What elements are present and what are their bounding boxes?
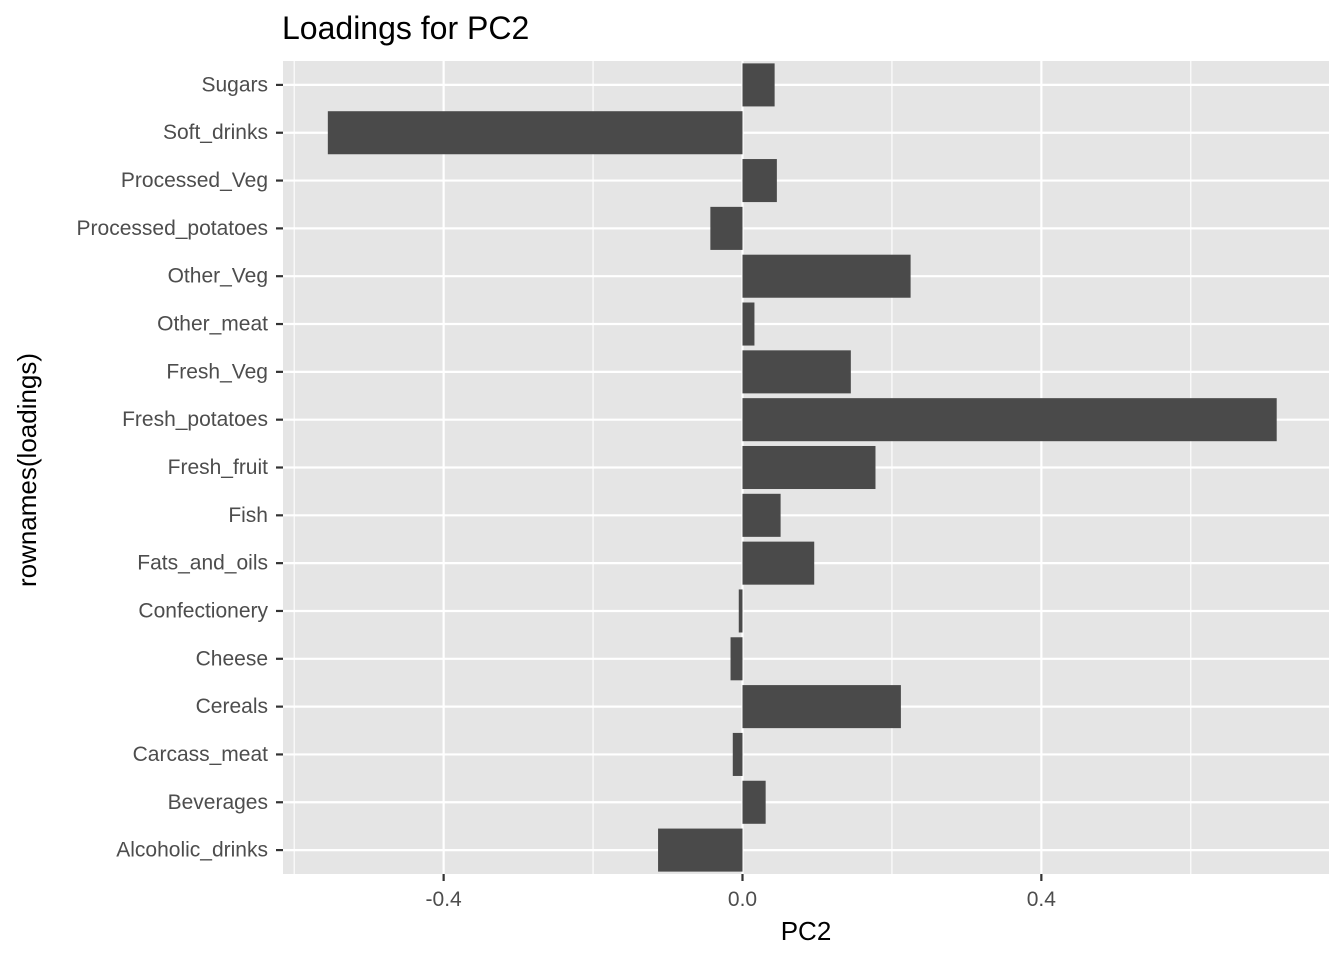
bars bbox=[327, 63, 1277, 872]
y-tick-label: Sugars bbox=[201, 73, 268, 96]
y-tick-label: Fresh_fruit bbox=[168, 456, 269, 479]
bar-cereals bbox=[742, 685, 901, 729]
y-tick-label: Fish bbox=[228, 504, 268, 527]
bar-soft-drinks bbox=[327, 111, 743, 155]
bar-processed-veg bbox=[742, 159, 777, 203]
bar-sugars bbox=[742, 63, 775, 107]
bar-fats-and-oils bbox=[742, 541, 815, 585]
bar-fish bbox=[742, 493, 781, 537]
y-tick-label: Carcass_meat bbox=[133, 743, 269, 766]
bar-carcass-meat bbox=[732, 732, 743, 776]
y-tick-label: Other_meat bbox=[157, 313, 268, 336]
x-tick-label: 0.0 bbox=[728, 888, 757, 911]
bar-other-veg bbox=[742, 254, 911, 298]
bar-other-meat bbox=[742, 302, 755, 346]
y-tick-label: Cereals bbox=[196, 695, 268, 718]
y-tick-label: Fresh_Veg bbox=[166, 360, 268, 383]
bar-fresh-veg bbox=[742, 350, 851, 394]
bar-cheese bbox=[730, 637, 743, 681]
y-axis-title: rownames(loadings) bbox=[12, 353, 42, 587]
bar-fresh-fruit bbox=[742, 445, 876, 490]
x-tick-label: -0.4 bbox=[426, 888, 463, 911]
x-tick-label: 0.4 bbox=[1027, 888, 1057, 911]
x-axis: -0.4 0.0 0.4 bbox=[426, 874, 1057, 911]
x-axis-title: PC2 bbox=[781, 916, 832, 946]
y-tick-label: Processed_potatoes bbox=[77, 217, 268, 240]
y-tick-label: Confectionery bbox=[138, 599, 268, 622]
y-tick-label: Fats_and_oils bbox=[137, 552, 268, 575]
y-tick-label: Other_Veg bbox=[168, 265, 268, 288]
bar-fresh-potatoes bbox=[742, 398, 1277, 442]
chart-title: Loadings for PC2 bbox=[282, 10, 529, 46]
y-tick-label: Beverages bbox=[168, 791, 268, 814]
bar-alcoholic-drinks bbox=[658, 828, 743, 872]
bar-beverages bbox=[742, 780, 766, 824]
y-tick-label: Soft_drinks bbox=[163, 121, 268, 144]
y-tick-label: Processed_Veg bbox=[121, 169, 268, 192]
bar-processed-potatoes bbox=[710, 206, 743, 250]
y-tick-label: Alcoholic_drinks bbox=[116, 839, 268, 862]
y-tick-label: Fresh_potatoes bbox=[122, 408, 268, 431]
bar-confectionery bbox=[738, 589, 743, 633]
y-tick-label: Cheese bbox=[196, 647, 268, 670]
y-axis: Alcoholic_drinks Beverages Carcass_meat Cer… bbox=[77, 73, 283, 862]
